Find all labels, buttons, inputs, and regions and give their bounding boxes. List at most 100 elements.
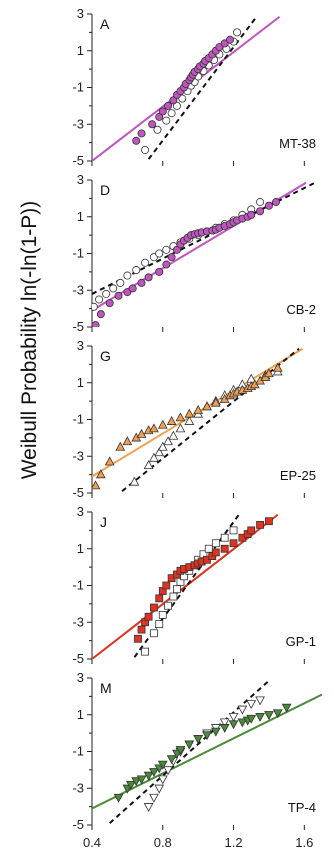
open-triangle-point	[175, 423, 186, 433]
filled-circle-point	[169, 96, 178, 105]
filled-triangle-point	[95, 469, 106, 479]
open-circle-point	[141, 145, 150, 154]
open-circle-point	[167, 109, 176, 118]
filled-circle-point	[162, 260, 171, 269]
plot-area	[92, 347, 304, 492]
open-circle-point	[123, 271, 132, 280]
open-circle-point	[155, 249, 164, 258]
filled-triangle-down-point	[157, 760, 168, 770]
open-triangle-point	[143, 460, 154, 470]
filled-triangle-down-point	[281, 703, 292, 713]
filled-triangle-point	[104, 456, 115, 466]
open-circle-point	[256, 198, 265, 207]
open-circle-point	[162, 116, 171, 125]
y-tick-label: 3	[77, 338, 84, 353]
filled-triangle-down-point	[113, 793, 124, 803]
fit-line	[92, 513, 279, 659]
dashed-line	[109, 680, 270, 824]
filled-circle-point	[164, 101, 173, 110]
filled-circle-point	[172, 245, 181, 254]
filled-circle-point	[264, 201, 273, 210]
filled-square-point	[134, 634, 142, 643]
open-circle-point	[233, 28, 242, 37]
filled-triangle-down-point	[126, 780, 136, 790]
y-tick-label: -3	[72, 780, 84, 795]
y-tick-label: 1	[77, 707, 84, 722]
panel-G: 3 1 -1 -3 -5 G EP-25	[72, 338, 316, 500]
y-tick-label: -5	[72, 153, 84, 168]
open-circle-point	[95, 295, 104, 304]
y-tick-label: -1	[72, 80, 84, 95]
x-tick-label: 1.2	[224, 835, 242, 850]
open-triangle-point	[157, 441, 168, 451]
open-circle-point	[109, 284, 118, 293]
filled-triangle-down-point	[184, 740, 195, 750]
filled-circle-point	[155, 267, 164, 276]
open-circle-point	[153, 125, 162, 134]
filled-triangle-point	[157, 419, 168, 429]
open-triangle-down-point	[143, 803, 154, 812]
filled-triangle-point	[272, 362, 283, 372]
y-tick-label: 3	[77, 504, 84, 519]
dashed-line	[147, 16, 258, 160]
filled-square-point	[265, 517, 273, 526]
filled-circle-point	[158, 107, 167, 116]
filled-circle-point	[225, 35, 234, 44]
filled-circle-point	[167, 253, 176, 262]
filled-square-point	[247, 526, 256, 535]
panels: 3 1 -1 -3 -5 A MT-38 3 1 -1 -3 -5 D CB-2 3 1 -1 -3 -5 G EP-2…	[72, 6, 322, 850]
sample-name: GP-1	[286, 634, 316, 649]
y-tick-label: -3	[72, 448, 84, 463]
open-triangle-down-point	[149, 793, 159, 803]
filled-circle-point	[271, 198, 280, 207]
x-tick-label: 1.6	[295, 835, 313, 850]
filled-triangle-down-point	[237, 718, 248, 728]
open-circle-point	[102, 289, 111, 298]
filled-square-point	[137, 625, 146, 634]
open-circle-point	[162, 245, 171, 254]
filled-square-point	[211, 548, 220, 557]
filled-square-point	[229, 539, 238, 548]
filled-triangle-down-point	[272, 709, 283, 719]
open-square-point	[204, 544, 213, 553]
panel-M: 3 1 -1 -3 -5 M TP-4	[72, 670, 322, 832]
open-square-point	[158, 611, 167, 619]
panel-label: G	[100, 348, 111, 364]
filled-circle-point	[256, 207, 265, 216]
open-triangle-down-point	[163, 766, 173, 776]
y-tick-label: -5	[72, 319, 84, 334]
filled-circle-point	[144, 273, 153, 282]
open-square-point	[211, 539, 220, 548]
filled-triangle-point	[136, 428, 147, 438]
filled-triangle-down-point	[136, 775, 147, 785]
y-tick-label: -3	[72, 282, 84, 297]
open-triangle-point	[149, 452, 159, 462]
open-square-point	[169, 592, 178, 601]
filled-triangle-down-point	[246, 714, 257, 724]
y-tick-label: -1	[72, 578, 84, 593]
plot-area	[92, 680, 322, 824]
filled-square-point	[162, 581, 171, 590]
filled-triangle-point	[175, 412, 186, 422]
sample-name: MT-38	[279, 136, 316, 151]
y-tick-label: -1	[72, 412, 84, 427]
y-tick-label: -5	[72, 485, 84, 500]
filled-triangle-point	[149, 423, 159, 433]
y-tick-label: -3	[72, 116, 84, 131]
filled-triangle-point	[184, 408, 195, 418]
filled-circle-point	[92, 321, 100, 327]
filled-circle-point	[128, 284, 137, 293]
x-tick-label: 0.8	[154, 835, 172, 850]
panel-label: J	[100, 514, 107, 530]
filled-square-point	[155, 594, 164, 603]
filled-circle-point	[137, 129, 146, 138]
filled-triangle-point	[264, 368, 274, 378]
y-tick-label: -1	[72, 246, 84, 261]
y-tick-label: 3	[77, 670, 84, 685]
panel-label: M	[100, 680, 112, 696]
filled-circle-point	[132, 136, 141, 145]
panel-D: 3 1 -1 -3 -5 D CB-2	[72, 172, 316, 334]
y-tick-label: -5	[72, 817, 84, 832]
filled-triangle-point	[166, 416, 177, 425]
